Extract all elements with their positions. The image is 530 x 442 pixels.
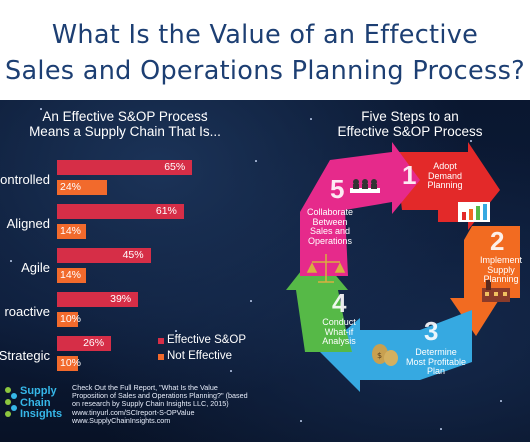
bar-value-label: 61%: [155, 205, 177, 217]
step-2-label: Implement Supply Planning: [479, 255, 523, 284]
bar-not-effective: [57, 268, 87, 283]
bar-effective: [57, 160, 193, 175]
cycle-subtitle-line-1: Five Steps to an: [361, 109, 459, 124]
footer-link-report[interactable]: www.tinyurl.com/SCIreport-S-OPValue: [72, 407, 195, 417]
category-label: ontrolled: [0, 172, 50, 187]
bar-value-label: 39%: [110, 293, 132, 305]
footer-line-3: on research by Supply Chain Insights LLC…: [72, 399, 229, 409]
bar-value-label: 10%: [60, 357, 82, 369]
title-line-1: What Is the Value of an Effective: [51, 20, 479, 50]
category-label: roactive: [4, 304, 50, 319]
chart-subtitle-line-2: Means a Supply Chain That Is...: [29, 124, 221, 139]
bar-not-effective: [57, 312, 78, 327]
step-4-number: 4: [332, 288, 347, 318]
bar-value-label: 26%: [83, 337, 105, 349]
category-label: Aligned: [6, 216, 50, 231]
chart-subtitle-line-1: An Effective S&OP Process: [42, 109, 208, 124]
step-5-number: 5: [330, 174, 345, 204]
step-5-label: Collaborate Between Sales and Operations: [306, 207, 354, 246]
title-line-2: Sales and Operations Planning Process?: [5, 56, 525, 86]
supply-chain-insights-logo-icon: [5, 387, 17, 417]
bar-value-label: 10%: [60, 313, 82, 325]
cycle-subtitle-line-2: Effective S&OP Process: [337, 124, 483, 139]
logo-line-1: Supply: [20, 385, 57, 397]
bar-not-effective: [57, 224, 87, 239]
category-label: Strategic: [0, 348, 50, 363]
step-1-label: Adopt Demand Planning: [427, 161, 463, 190]
footer-link-website[interactable]: www.SupplyChainInsights.com: [72, 415, 171, 425]
logo-line-2: Chain: [20, 396, 51, 409]
bar-value-label: 14%: [60, 225, 82, 237]
step-3-label: Determine Most Profitable Plan: [405, 347, 467, 376]
legend-label-not-effective: Not Effective: [167, 350, 232, 362]
legend-label-effective: Effective S&OP: [167, 334, 247, 346]
bar-effective: [57, 204, 184, 219]
bar-value-label: 24%: [60, 181, 82, 193]
bar-not-effective: [57, 356, 78, 371]
bar-effective: [57, 292, 139, 307]
footer-line-2: Proposition of Sales and Operations Plan…: [72, 391, 248, 401]
footer-note: Check Out the Full Report, "What Is the …: [72, 383, 332, 425]
bar-value-label: 45%: [122, 249, 144, 261]
legend-swatch-effective: [158, 338, 164, 344]
step-3-number: 3: [424, 316, 439, 346]
bar-effective: [57, 336, 112, 351]
step-4-label: Conduct What-if Analysis: [322, 317, 356, 346]
step-2-number: 2: [490, 226, 505, 256]
legend-swatch-not-effective: [158, 354, 164, 360]
logo-text: Supply Chain Insights: [20, 385, 63, 421]
logo-line-3: Insights: [20, 408, 63, 420]
bar-value-label: 14%: [60, 269, 82, 281]
footer-line-1: Check Out the Full Report, "What Is the …: [72, 383, 218, 392]
title-banner: What Is the Value of an Effective Sales …: [0, 0, 530, 100]
bar-value-label: 65%: [164, 161, 186, 173]
bar-effective: [57, 248, 151, 263]
category-label: Agile: [21, 260, 50, 275]
step-1-number: 1: [402, 160, 417, 190]
bar-not-effective: [57, 180, 107, 195]
